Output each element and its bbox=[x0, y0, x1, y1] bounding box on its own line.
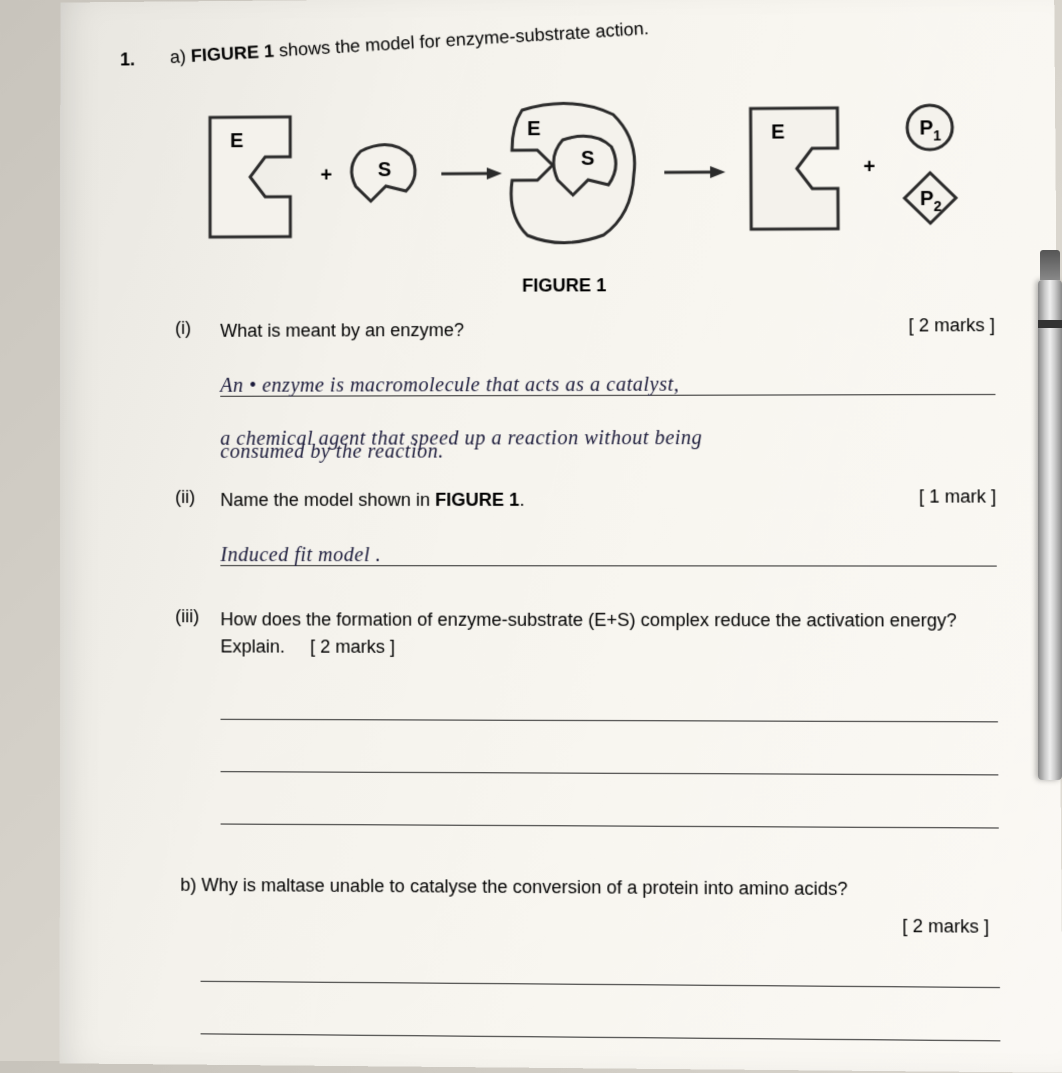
marks-ii: [ 1 mark ] bbox=[919, 486, 996, 507]
marks-i: [ 2 marks ] bbox=[908, 315, 995, 337]
label-E2: E bbox=[527, 118, 541, 140]
answer-line-iii-3 bbox=[221, 800, 999, 828]
text-ii-before: Name the model shown in bbox=[220, 490, 435, 510]
label-ii: (ii) bbox=[175, 487, 195, 508]
answer-line-b-1 bbox=[201, 958, 1000, 989]
enzyme-2 bbox=[751, 108, 839, 229]
diagram-svg: E + S E S E + P1 P2 bbox=[190, 82, 982, 267]
text-ii-bold: FIGURE 1 bbox=[435, 490, 519, 510]
mechanical-pencil bbox=[1038, 280, 1062, 780]
text-ii: Name the model shown in FIGURE 1. bbox=[220, 486, 1006, 514]
label-S2: S bbox=[581, 148, 595, 170]
sub-question-ii: [ 1 mark ] (ii) Name the model shown in … bbox=[180, 486, 1007, 514]
plus-2: + bbox=[863, 156, 875, 178]
figure-caption: FIGURE 1 bbox=[130, 273, 1005, 298]
answer-line-b-2 bbox=[201, 1010, 1001, 1041]
arrow-2-head bbox=[710, 166, 725, 178]
question-number: 1. bbox=[120, 49, 135, 70]
handwriting-i-2b: consumed by the reaction. bbox=[220, 440, 444, 463]
handwriting-ii: Induced fit model . bbox=[220, 544, 381, 567]
figure-ref: FIGURE 1 bbox=[190, 41, 274, 66]
question-intro: a) FIGURE 1 shows the model for enzyme-s… bbox=[169, 0, 1002, 68]
enzyme-1 bbox=[210, 117, 290, 237]
answer-line-ii: Induced fit model . bbox=[220, 542, 996, 567]
label-E3: E bbox=[771, 121, 785, 143]
intro-text: shows the model for enzyme-substrate act… bbox=[273, 18, 649, 61]
part-b: b) Why is maltase unable to catalyse the… bbox=[180, 875, 1009, 901]
label-i: (i) bbox=[175, 318, 191, 339]
pencil-tip bbox=[1040, 250, 1060, 280]
text-i: What is meant by an enzyme? bbox=[220, 315, 1005, 345]
text-ii-after: . bbox=[519, 490, 524, 510]
sub-question-i: [ 2 marks ] (i) What is meant by an enzy… bbox=[180, 315, 1005, 345]
label-S1: S bbox=[378, 159, 391, 181]
label-E1: E bbox=[230, 130, 243, 152]
label-iii: (iii) bbox=[175, 606, 199, 627]
answer-line-i-1: An • enzyme is macromolecule that acts a… bbox=[220, 371, 995, 397]
answer-line-iii-1 bbox=[220, 696, 997, 723]
plus-1: + bbox=[320, 164, 332, 186]
part-a-label: a) bbox=[169, 46, 186, 67]
marks-iii: [ 2 marks ] bbox=[310, 637, 395, 657]
pencil-band bbox=[1038, 320, 1062, 328]
marks-b: [ 2 marks ] bbox=[130, 911, 989, 938]
enzyme-diagram: E + S E S E + P1 P2 bbox=[190, 82, 1005, 268]
part-b-label: b) bbox=[180, 875, 196, 895]
answer-i-2b-wrap: consumed by the reaction. bbox=[220, 448, 1006, 469]
arrow-1-head bbox=[487, 167, 502, 179]
part-b-text: Why is maltase unable to catalyse the co… bbox=[202, 875, 848, 899]
text-iii: How does the formation of enzyme-substra… bbox=[220, 606, 1007, 662]
answer-line-iii-2 bbox=[221, 748, 999, 775]
sub-question-iii: (iii) How does the formation of enzyme-s… bbox=[180, 606, 1008, 662]
worksheet-page: 1. a) FIGURE 1 shows the model for enzym… bbox=[60, 0, 1062, 1073]
handwriting-i-1: An • enzyme is macromolecule that acts a… bbox=[220, 374, 679, 398]
